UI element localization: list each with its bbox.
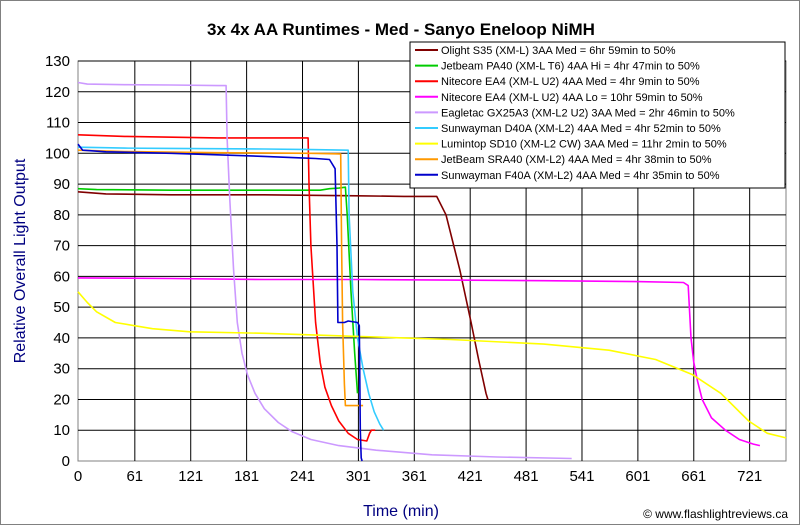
legend: Olight S35 (XM-L) 3AA Med = 6hr 59min to… (409, 41, 786, 189)
series-line-3 (77, 134, 376, 442)
y-tick-label: 100 (45, 145, 70, 162)
y-tick-label: 130 (45, 53, 70, 70)
y-tick-label: 80 (53, 207, 70, 224)
series-line-9 (77, 143, 363, 462)
x-axis-ticks: 0 61 121 181 241 301 361 421 481 541 601 661 721 (74, 468, 762, 485)
legend-entry-3: Nitecore EA4 (XM-L U2) 4AA Med = 4hr 9mi… (441, 76, 700, 88)
legend-entry-4: Nitecore EA4 (XM-L U2) 4AA Lo = 10hr 59m… (441, 92, 703, 104)
x-tick-label: 61 (126, 468, 143, 485)
x-tick-label: 0 (74, 468, 82, 485)
x-tick-label: 661 (681, 468, 706, 485)
x-tick-label: 361 (402, 468, 427, 485)
legend-box (409, 41, 786, 189)
x-axis-title: Time (min) (363, 503, 439, 520)
y-tick-label: 0 (62, 453, 70, 470)
series-line-7 (77, 291, 787, 439)
y-tick-label: 60 (53, 268, 70, 285)
y-axis-title: Relative Overall Light Output (12, 158, 29, 363)
legend-entry-2: Jetbeam PA40 (XM-L T6) 4AA Hi = 4hr 47mi… (441, 61, 700, 73)
x-tick-label: 481 (514, 468, 539, 485)
y-tick-label: 120 (45, 84, 70, 101)
y-tick-label: 110 (46, 115, 70, 132)
y-tick-label: 70 (53, 238, 70, 255)
chart-title: 3x 4x AA Runtimes - Med - Sanyo Eneloop … (207, 20, 595, 39)
legend-entry-5: Eagletac GX25A3 (XM-L2 U2) 3AA Med = 2hr… (441, 107, 735, 119)
x-tick-label: 541 (569, 468, 594, 485)
y-tick-label: 10 (53, 422, 70, 439)
legend-entry-9: Sunwayman F40A (XM-L2) 4AA Med = 4hr 35m… (441, 170, 720, 182)
x-tick-label: 601 (625, 468, 650, 485)
x-tick-label: 301 (346, 468, 371, 485)
x-tick-label: 241 (290, 468, 315, 485)
y-tick-label: 90 (53, 176, 70, 193)
x-tick-label: 121 (178, 468, 203, 485)
series-line-6 (77, 146, 385, 431)
y-tick-label: 40 (53, 330, 70, 347)
series-line-5 (77, 81, 572, 460)
x-tick-label: 421 (458, 468, 483, 485)
x-tick-label: 721 (737, 468, 762, 485)
legend-entry-6: Sunwayman D40A (XM-L2) 4AA Med = 4hr 52m… (441, 123, 721, 135)
y-tick-label: 50 (53, 299, 70, 316)
copyright-text: © www.flashlightreviews.ca (643, 507, 788, 521)
x-tick-label: 181 (234, 468, 259, 485)
y-tick-label: 20 (53, 391, 70, 408)
legend-entry-1: Olight S35 (XM-L) 3AA Med = 6hr 59min to… (441, 45, 676, 57)
series-lines (77, 81, 787, 462)
series-line-2 (77, 186, 359, 394)
series-line-1 (77, 191, 489, 400)
y-tick-label: 30 (53, 361, 70, 378)
legend-entry-8: JetBeam SRA40 (XM-L2) 4AA Med = 4hr 38mi… (441, 154, 712, 166)
series-line-8 (77, 149, 364, 407)
y-axis-ticks: 0 10 20 30 40 50 60 70 80 90 100 110 120 130 (45, 53, 70, 470)
legend-entry-7: Lumintop SD10 (XM-L2 CW) 3AA Med = 11hr … (441, 139, 727, 151)
